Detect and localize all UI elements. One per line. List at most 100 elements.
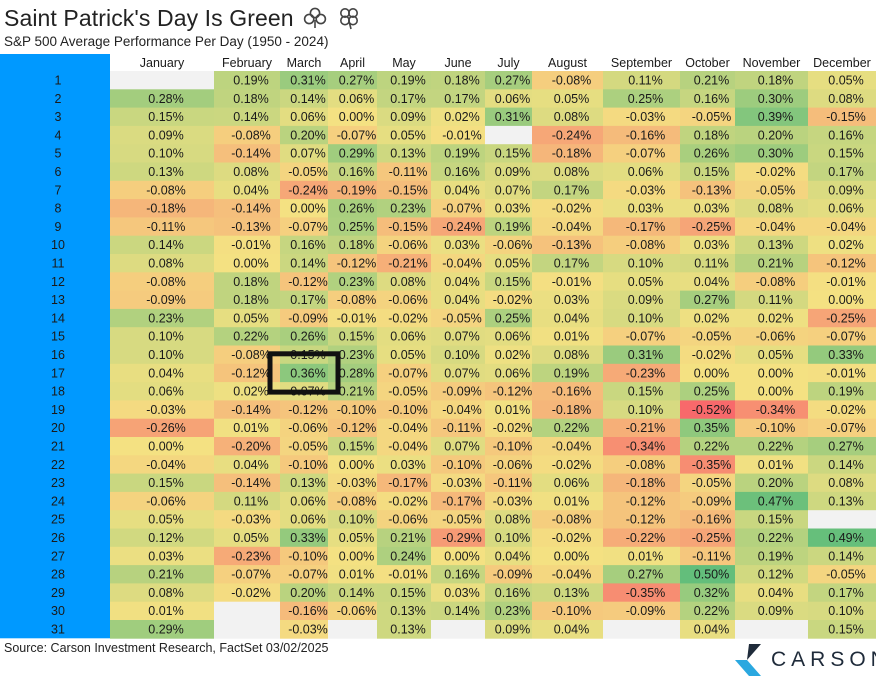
heatmap-cell bbox=[328, 254, 377, 273]
cell-value: 0.08% bbox=[828, 92, 863, 106]
heatmap-cell bbox=[110, 583, 214, 603]
cell-value: -0.52% bbox=[692, 403, 732, 417]
cell-value: -0.02% bbox=[493, 421, 533, 435]
heatmap-cell bbox=[485, 144, 532, 163]
cell-value: -0.08% bbox=[756, 275, 796, 289]
heatmap-cell bbox=[680, 473, 735, 493]
heatmap-cell bbox=[431, 199, 485, 218]
heatmap-cell bbox=[431, 125, 485, 145]
cell-value: 0.19% bbox=[554, 366, 589, 380]
cell-value: 0.18% bbox=[694, 128, 729, 142]
cell-value: 0.03% bbox=[694, 202, 729, 216]
heatmap-cell bbox=[485, 601, 532, 621]
cell-value: 0.04% bbox=[233, 458, 268, 472]
heatmap-cell bbox=[214, 144, 280, 163]
cell-value: 0.00% bbox=[758, 385, 793, 399]
heatmap-cell bbox=[485, 180, 532, 200]
cell-value: 0.17% bbox=[444, 92, 479, 106]
heatmap-cell bbox=[280, 601, 328, 621]
cell-value: 0.00% bbox=[339, 549, 374, 563]
cell-value: -0.26% bbox=[146, 421, 186, 435]
cell-value: 0.16% bbox=[290, 238, 325, 252]
heatmap-cell bbox=[110, 235, 214, 255]
cell-value: 0.18% bbox=[233, 92, 268, 106]
heatmap-cell bbox=[485, 473, 532, 493]
cell-value: -0.05% bbox=[756, 183, 796, 197]
heatmap-cell bbox=[377, 528, 431, 548]
cell-value: -0.03% bbox=[626, 110, 666, 124]
heatmap-cell bbox=[377, 473, 431, 493]
cell-value: -0.21% bbox=[626, 421, 666, 435]
heatmap-cell bbox=[680, 290, 735, 310]
heatmap-cell bbox=[603, 235, 680, 255]
heatmap-cell bbox=[328, 89, 377, 108]
cell-value: 0.07% bbox=[444, 366, 479, 380]
cell-value: 0.04% bbox=[444, 183, 479, 197]
row-label-band bbox=[0, 54, 110, 639]
heatmap-cell bbox=[735, 180, 808, 200]
heatmap-cell bbox=[377, 437, 431, 456]
cell-value: -0.12% bbox=[288, 403, 328, 417]
heatmap-cell bbox=[532, 308, 603, 328]
heatmap-cell bbox=[680, 400, 735, 420]
cell-value: -0.05% bbox=[288, 165, 328, 179]
heatmap-cell bbox=[485, 583, 532, 603]
heatmap-cell bbox=[431, 89, 485, 108]
day-label: 13 bbox=[51, 293, 65, 307]
heatmap-cell bbox=[532, 455, 603, 474]
heatmap-cell bbox=[485, 125, 532, 145]
cell-value: 0.06% bbox=[339, 92, 374, 106]
heatmap-cell bbox=[377, 199, 431, 218]
cell-value: 0.15% bbox=[339, 330, 374, 344]
cell-value: 0.08% bbox=[148, 586, 183, 600]
cell-value: 0.04% bbox=[148, 366, 183, 380]
cell-value: 0.10% bbox=[148, 348, 183, 362]
heatmap-cell bbox=[603, 473, 680, 493]
heatmap-cell bbox=[328, 199, 377, 218]
cell-value: 0.06% bbox=[554, 476, 589, 490]
heatmap-cell bbox=[532, 107, 603, 127]
heatmap-cell bbox=[532, 437, 603, 456]
cell-value: -0.10% bbox=[756, 421, 796, 435]
heatmap-cell bbox=[735, 199, 808, 218]
heatmap-cell bbox=[485, 382, 532, 401]
cell-value: -0.10% bbox=[288, 549, 328, 563]
cell-value: 0.00% bbox=[339, 110, 374, 124]
cell-value: 0.36% bbox=[290, 366, 325, 380]
heatmap-cell bbox=[680, 162, 735, 182]
month-header-july: July bbox=[497, 56, 520, 70]
shamrock-icon bbox=[303, 7, 326, 28]
cell-value: 0.12% bbox=[758, 568, 793, 582]
cell-value: -0.06% bbox=[388, 238, 428, 252]
cell-value: -0.05% bbox=[692, 330, 732, 344]
month-header-october: October bbox=[685, 56, 729, 70]
day-label: 8 bbox=[55, 202, 62, 216]
cell-value: 0.05% bbox=[390, 348, 425, 362]
heatmap-cell bbox=[431, 546, 485, 566]
heatmap-cell bbox=[680, 272, 735, 291]
heatmap-cell bbox=[485, 620, 532, 639]
heatmap-cell bbox=[110, 528, 214, 548]
cell-value: 0.15% bbox=[148, 110, 183, 124]
heatmap-cell bbox=[431, 491, 485, 511]
heatmap-cell bbox=[603, 71, 680, 90]
day-label: 23 bbox=[51, 476, 65, 490]
cell-value: 0.13% bbox=[758, 238, 793, 252]
heatmap-cell bbox=[603, 290, 680, 310]
heatmap-cell bbox=[431, 510, 485, 529]
heatmap-cell bbox=[485, 437, 532, 456]
cell-value: 0.47% bbox=[758, 494, 793, 508]
heatmap-cell bbox=[735, 382, 808, 401]
heatmap-cell bbox=[680, 199, 735, 218]
cell-value: -0.03% bbox=[146, 403, 186, 417]
cell-value: -0.02% bbox=[552, 458, 592, 472]
month-header-november: November bbox=[743, 56, 801, 70]
heatmap-cell bbox=[735, 400, 808, 420]
cell-value: -0.16% bbox=[552, 385, 592, 399]
heatmap-cell bbox=[735, 601, 808, 621]
day-label: 26 bbox=[51, 531, 65, 545]
heatmap-cell bbox=[214, 601, 280, 621]
heatmap-cell bbox=[532, 199, 603, 218]
cell-value: 0.09% bbox=[390, 110, 425, 124]
heatmap-cell bbox=[214, 565, 280, 584]
